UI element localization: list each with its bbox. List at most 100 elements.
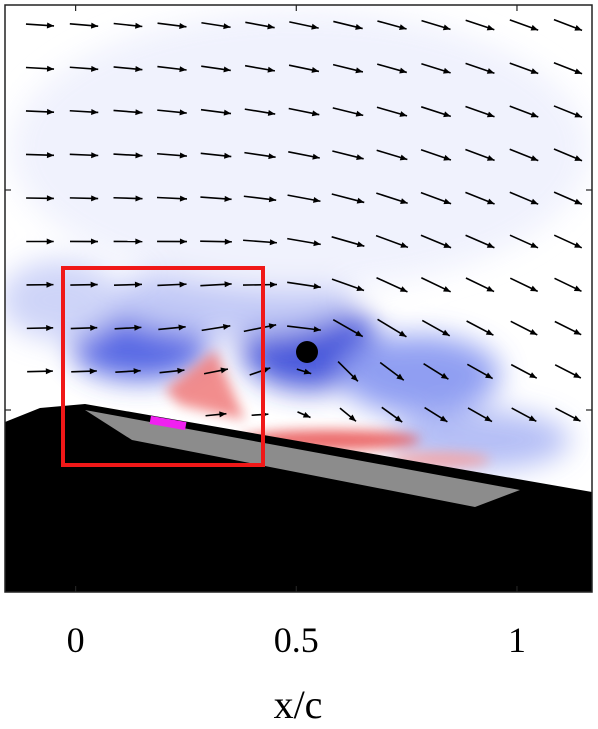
- vector-head: [224, 238, 232, 245]
- vector-head: [46, 324, 54, 331]
- vector-head: [224, 195, 232, 202]
- vector-head: [268, 323, 277, 330]
- vector-head: [220, 367, 228, 374]
- vector-head: [179, 195, 187, 202]
- vector-head: [486, 111, 495, 118]
- vector-head: [135, 152, 143, 159]
- vector-head: [530, 68, 539, 74]
- vector-head: [443, 198, 452, 205]
- vector-head: [350, 374, 358, 382]
- vector-head: [486, 24, 495, 31]
- vector-head: [573, 372, 581, 379]
- actuator: [149, 415, 187, 431]
- vector-head: [135, 22, 143, 29]
- vector-head: [356, 241, 365, 248]
- vector-head: [486, 242, 495, 248]
- vector-head: [89, 368, 97, 375]
- vector-head: [177, 367, 185, 374]
- x-tick-label: 0: [67, 620, 85, 660]
- vector-head: [223, 23, 231, 30]
- vector-head: [91, 152, 99, 159]
- vector-head: [574, 68, 583, 75]
- vector-head: [442, 24, 451, 31]
- vector-head: [398, 330, 407, 337]
- vector-head: [91, 109, 99, 116]
- vector-head: [355, 67, 363, 74]
- vector-head: [179, 22, 187, 29]
- vector-head: [46, 281, 54, 288]
- vector-head: [530, 111, 539, 118]
- vector-head: [486, 198, 495, 205]
- vector-head: [530, 285, 538, 292]
- vector-head: [400, 198, 408, 204]
- airfoil: [85, 410, 520, 507]
- vector-head: [311, 23, 319, 30]
- vector-head: [90, 22, 99, 29]
- vector-head: [355, 330, 363, 337]
- vector-head: [443, 67, 451, 74]
- vector-head: [178, 324, 186, 331]
- vector-head: [574, 155, 583, 161]
- vector-head: [179, 238, 187, 245]
- vector-head: [528, 415, 537, 422]
- vector-head: [356, 197, 365, 204]
- vector-head: [486, 285, 495, 292]
- vector-head: [179, 152, 187, 159]
- vector-head: [135, 66, 143, 72]
- vector-head: [46, 195, 54, 202]
- vector-head: [135, 195, 143, 202]
- vector-head: [348, 414, 357, 422]
- vector-head: [219, 411, 227, 418]
- vector-head: [179, 109, 187, 116]
- vector-head: [356, 154, 364, 161]
- vector-head: [443, 111, 451, 118]
- ground: [5, 404, 592, 592]
- vector-head: [530, 24, 539, 31]
- vector-head: [574, 111, 583, 118]
- vector-head: [530, 198, 539, 205]
- vector-head: [396, 373, 404, 381]
- vector-head: [46, 22, 55, 29]
- vector-head: [574, 242, 582, 248]
- field: [5, 5, 592, 592]
- vector-head: [486, 68, 495, 74]
- x-axis-label: x/c: [274, 682, 323, 727]
- vector-head: [269, 281, 277, 288]
- x-tick-label: 1: [508, 620, 526, 660]
- vector-head: [267, 109, 276, 116]
- vector-head: [529, 372, 537, 379]
- vector-head: [442, 329, 450, 336]
- vector-head: [573, 328, 582, 335]
- vector-head: [399, 111, 408, 117]
- vector-head: [399, 67, 407, 74]
- vector-head: [223, 109, 232, 116]
- vector-head: [399, 286, 408, 292]
- vector-head: [486, 155, 495, 161]
- vector-head: [313, 240, 321, 247]
- y-ticks: [5, 189, 592, 411]
- vector-head: [573, 285, 582, 292]
- vorticity-negative: [5, 10, 590, 470]
- vector-head: [572, 415, 581, 422]
- vector-head: [313, 326, 321, 333]
- vector-head: [134, 281, 142, 288]
- vector-head: [443, 154, 451, 161]
- highlight-box: [61, 266, 265, 467]
- vector-head: [90, 281, 98, 288]
- vector-head: [90, 324, 98, 331]
- vector-head: [440, 372, 449, 380]
- vector-head: [134, 324, 142, 331]
- vector-head: [484, 415, 493, 422]
- vector-head: [394, 415, 403, 423]
- vector-head: [574, 198, 582, 205]
- vector-head: [179, 66, 187, 73]
- vector-head: [269, 239, 277, 246]
- vector-head: [485, 372, 493, 379]
- vector-head: [399, 24, 407, 31]
- vector-head: [313, 197, 321, 203]
- vector-head: [574, 25, 583, 31]
- vector-head: [91, 65, 99, 72]
- vector-head: [529, 329, 538, 335]
